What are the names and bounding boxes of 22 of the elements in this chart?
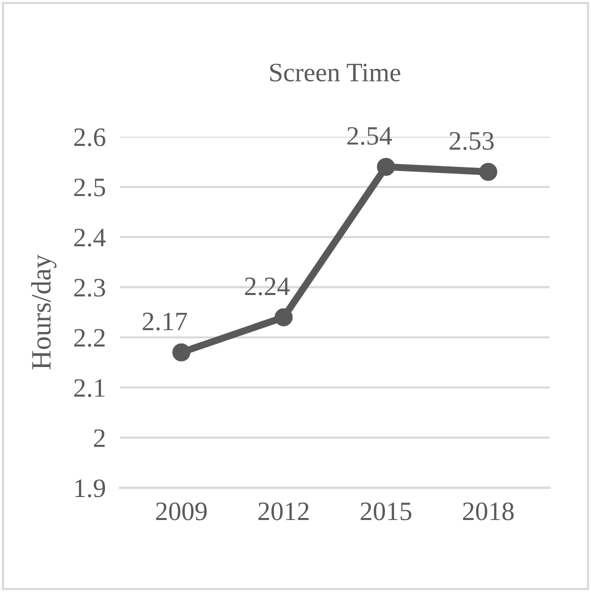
point xyxy=(479,162,498,181)
x-tick-label: 2009 xyxy=(156,502,207,520)
data-label: 2.24 xyxy=(245,278,290,296)
point xyxy=(274,308,293,326)
x-tick-label: 2015 xyxy=(360,502,412,520)
y-axis-title: Hours/day xyxy=(31,254,56,370)
point xyxy=(376,158,395,176)
chart-title: Screen Time xyxy=(270,64,400,82)
x-tick-label: 2018 xyxy=(463,502,514,520)
y-tick-label: 2.3 xyxy=(74,278,106,297)
y-tick-label: 2.5 xyxy=(74,178,106,196)
y-tick-label: 2.2 xyxy=(74,329,105,347)
data-label: 2.17 xyxy=(142,312,188,330)
data-label: 2.54 xyxy=(347,127,392,145)
x-tick-label: 2012 xyxy=(258,502,309,520)
y-tick-label: 2.4 xyxy=(74,228,106,247)
data-label: 2.53 xyxy=(450,132,494,150)
y-tick-label: 2.1 xyxy=(74,379,104,398)
y-tick-label: 2.6 xyxy=(74,128,106,146)
point xyxy=(172,343,190,362)
y-tick-label: 1.9 xyxy=(75,479,106,498)
y-tick-label: 2 xyxy=(94,429,105,447)
